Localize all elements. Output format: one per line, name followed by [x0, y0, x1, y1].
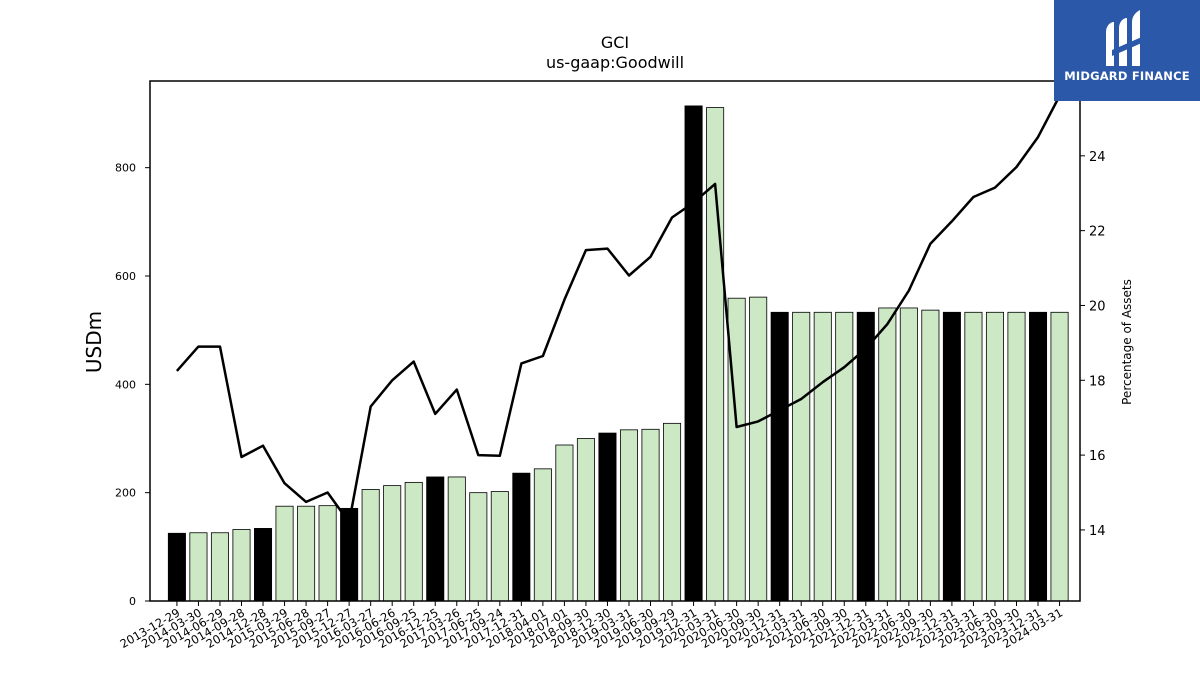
bar-2016-09-25: [404, 481, 423, 602]
bar-2014-06-29: [210, 532, 229, 602]
y2-tick-label-14: 14: [1089, 524, 1106, 539]
bar-2018-07-01: [555, 444, 574, 602]
y2-tick-label-22: 22: [1089, 225, 1106, 240]
bar-2018-09-30: [576, 438, 595, 602]
bar-2023-06-30: [985, 311, 1004, 602]
bars-group: [167, 105, 1069, 602]
logo-text: MIDGARD FINANCE: [1064, 69, 1190, 83]
bar-2013-12-29: [167, 532, 186, 602]
bar-2016-06-26: [383, 485, 402, 602]
y2-tick-label-24: 24: [1089, 150, 1106, 165]
bar-2018-04-01: [533, 468, 552, 602]
bar-2019-09-29: [663, 422, 682, 602]
y2-tick-label-20: 20: [1089, 299, 1106, 314]
line-group: [175, 95, 1061, 524]
bar-2020-12-31: [770, 311, 789, 602]
bar-2016-03-27: [361, 489, 380, 602]
bar-2014-03-30: [189, 532, 208, 602]
axes-group: 02004006008001416182022242013-12-292014-…: [115, 80, 1106, 651]
bar-2017-09-24: [490, 491, 509, 602]
y2-axis-label: Percentage of Assets: [1120, 279, 1134, 405]
bar-2022-03-31: [878, 307, 897, 602]
bar-2020-06-30: [727, 297, 746, 602]
bar-2023-09-30: [1007, 311, 1026, 602]
bar-2022-12-31: [942, 311, 961, 602]
bar-2024-03-31: [1050, 311, 1069, 602]
bar-2015-03-29: [275, 505, 294, 602]
bar-2021-09-30: [835, 311, 854, 602]
bar-2022-09-30: [921, 309, 940, 602]
chart-title: GCI: [601, 33, 629, 52]
bar-2015-09-27: [318, 505, 337, 602]
plot-frame: [149, 80, 1081, 602]
bar-2016-12-25: [426, 476, 445, 602]
bar-2021-12-31: [856, 311, 875, 602]
bar-2017-12-31: [512, 472, 531, 602]
bar-2020-09-30: [749, 296, 768, 602]
chart-subtitle: us-gaap:Goodwill: [546, 53, 684, 72]
y-axis-label: USDm: [82, 311, 106, 373]
bar-2014-12-28: [254, 528, 273, 602]
bar-2019-12-31: [684, 105, 703, 602]
bar-2023-12-31: [1029, 311, 1048, 602]
brand-logo: MIDGARD FINANCE: [1054, 0, 1200, 101]
bar-2020-03-31: [706, 107, 725, 602]
percentage-line: [175, 95, 1061, 524]
y-tick-label-200: 200: [115, 487, 136, 500]
bar-2019-03-31: [619, 429, 639, 602]
y2-tick-label-16: 16: [1089, 449, 1106, 464]
bar-2019-06-30: [641, 428, 660, 602]
y-tick-label-400: 400: [115, 378, 136, 391]
bar-2017-06-25: [469, 492, 488, 602]
bar-2021-06-30: [813, 311, 832, 602]
bar-2021-03-31: [792, 311, 811, 602]
bar-2017-03-26: [447, 476, 466, 602]
logo-mark-icon: [1106, 10, 1144, 66]
bar-2015-06-28: [297, 505, 316, 602]
bar-2022-06-30: [899, 307, 918, 602]
y-tick-label-800: 800: [115, 162, 136, 175]
y2-tick-label-18: 18: [1089, 374, 1106, 389]
bar-2023-03-31: [964, 311, 983, 602]
y-tick-label-0: 0: [129, 595, 136, 608]
y-tick-label-600: 600: [115, 270, 136, 283]
bar-2014-09-28: [232, 529, 251, 602]
bar-2018-12-30: [598, 432, 617, 602]
